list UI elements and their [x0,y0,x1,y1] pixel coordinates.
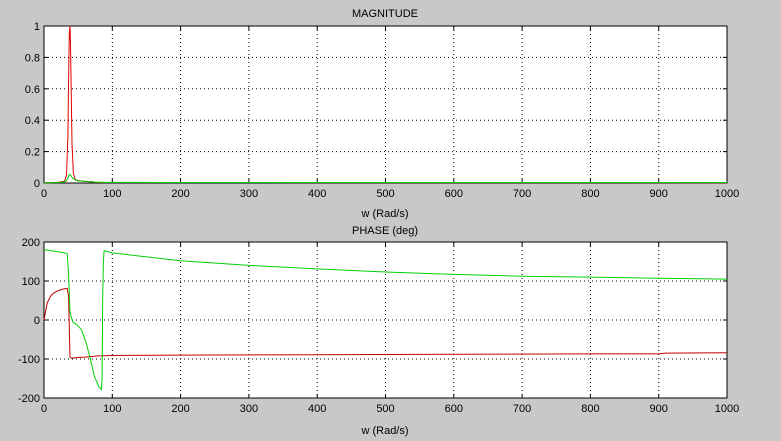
x-tick-label: 400 [308,188,326,200]
x-tick-label: 200 [171,188,189,200]
y-tick-label: 200 [22,237,40,249]
y-tick-label: 0.6 [25,84,40,96]
series-line [43,249,728,391]
series-line [43,173,727,184]
x-tick-label: 900 [650,188,668,200]
phase-plot-area [43,241,728,399]
y-tick-label: 100 [22,276,40,288]
y-tick-label: 0 [34,178,40,190]
x-tick-label: 700 [513,403,531,415]
magnitude-xlabel: w (Rad/s) [360,208,408,220]
y-tick-label: 0.8 [25,52,40,64]
x-tick-label: 200 [171,403,189,415]
x-tick-label: 500 [376,403,394,415]
phase-xlabel: w (Rad/s) [360,425,408,437]
x-tick-label: 300 [240,403,258,415]
x-tick-label: 0 [41,403,47,415]
y-tick-label: 0.2 [25,147,40,159]
magnitude-title: MAGNITUDE [352,8,418,20]
x-tick-label: 0 [41,188,47,200]
y-tick-label: 0.4 [25,115,40,127]
x-tick-label: 800 [581,403,599,415]
y-tick-label: -100 [18,354,40,366]
series-line [43,287,728,359]
x-tick-label: 600 [445,188,463,200]
magnitude-lines [43,25,728,184]
x-tick-label: 400 [308,403,326,415]
x-tick-label: 500 [376,188,394,200]
y-tick-label: 0 [34,315,40,327]
magnitude-ticks: 0 100 200 300 400 500 600 700 800 900 1000 0 0.2 0.4 0… [25,21,740,200]
y-tick-label: 1 [34,21,40,33]
x-tick-label: 1000 [715,403,739,415]
phase-lines [43,249,728,391]
x-tick-label: 800 [581,188,599,200]
x-tick-label: 300 [240,188,258,200]
phase-ticks: 0 100 200 300 400 500 600 700 800 900 1000-200-100… [18,237,739,415]
x-tick-label: 900 [650,403,668,415]
magnitude-plot-area [43,25,728,184]
phase-title: PHASE (deg) [352,225,418,237]
x-tick-label: 100 [103,403,121,415]
magnitude-axes: 0 100 200 300 400 500 600 700 800 900 1000 0 0.2 0.4 0… [25,8,740,220]
x-tick-label: 1000 [715,188,739,200]
x-tick-label: 100 [103,188,121,200]
x-tick-label: 600 [445,403,463,415]
phase-axes: 0 100 200 300 400 500 600 700 800 900 1000-200-100… [18,225,739,437]
y-tick-label: -200 [18,393,40,405]
x-tick-label: 700 [513,188,531,200]
